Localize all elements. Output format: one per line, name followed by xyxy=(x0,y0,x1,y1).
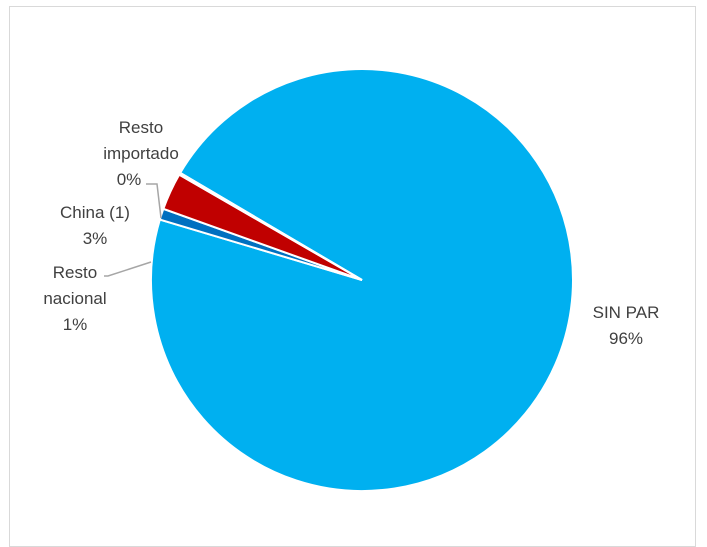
label-resto-importado-percent: 0% xyxy=(117,170,142,189)
label-resto-importado-line2: importado xyxy=(103,144,179,163)
label-resto-nacional-line2: nacional xyxy=(43,289,106,308)
pie-slice-resto-importado xyxy=(177,171,363,281)
pie-slices xyxy=(150,68,574,492)
label-resto-nacional: Resto nacional 1% xyxy=(43,263,106,334)
leader-line-resto-importado xyxy=(146,183,162,219)
label-sin-par-name: SIN PAR xyxy=(593,303,660,322)
label-resto-importado: Resto importado 0% xyxy=(103,118,179,189)
label-china-percent: 3% xyxy=(83,229,108,248)
label-resto-nacional-line1: Resto xyxy=(53,263,97,282)
label-resto-nacional-percent: 1% xyxy=(63,315,88,334)
leader-line-resto-nacional xyxy=(104,261,152,277)
label-sin-par: SIN PAR 96% xyxy=(593,303,660,348)
label-china-name: China (1) xyxy=(60,203,130,222)
leader-lines xyxy=(104,183,162,277)
label-china: China (1) 3% xyxy=(60,203,130,248)
label-sin-par-percent: 96% xyxy=(609,329,643,348)
label-resto-importado-line1: Resto xyxy=(119,118,163,137)
